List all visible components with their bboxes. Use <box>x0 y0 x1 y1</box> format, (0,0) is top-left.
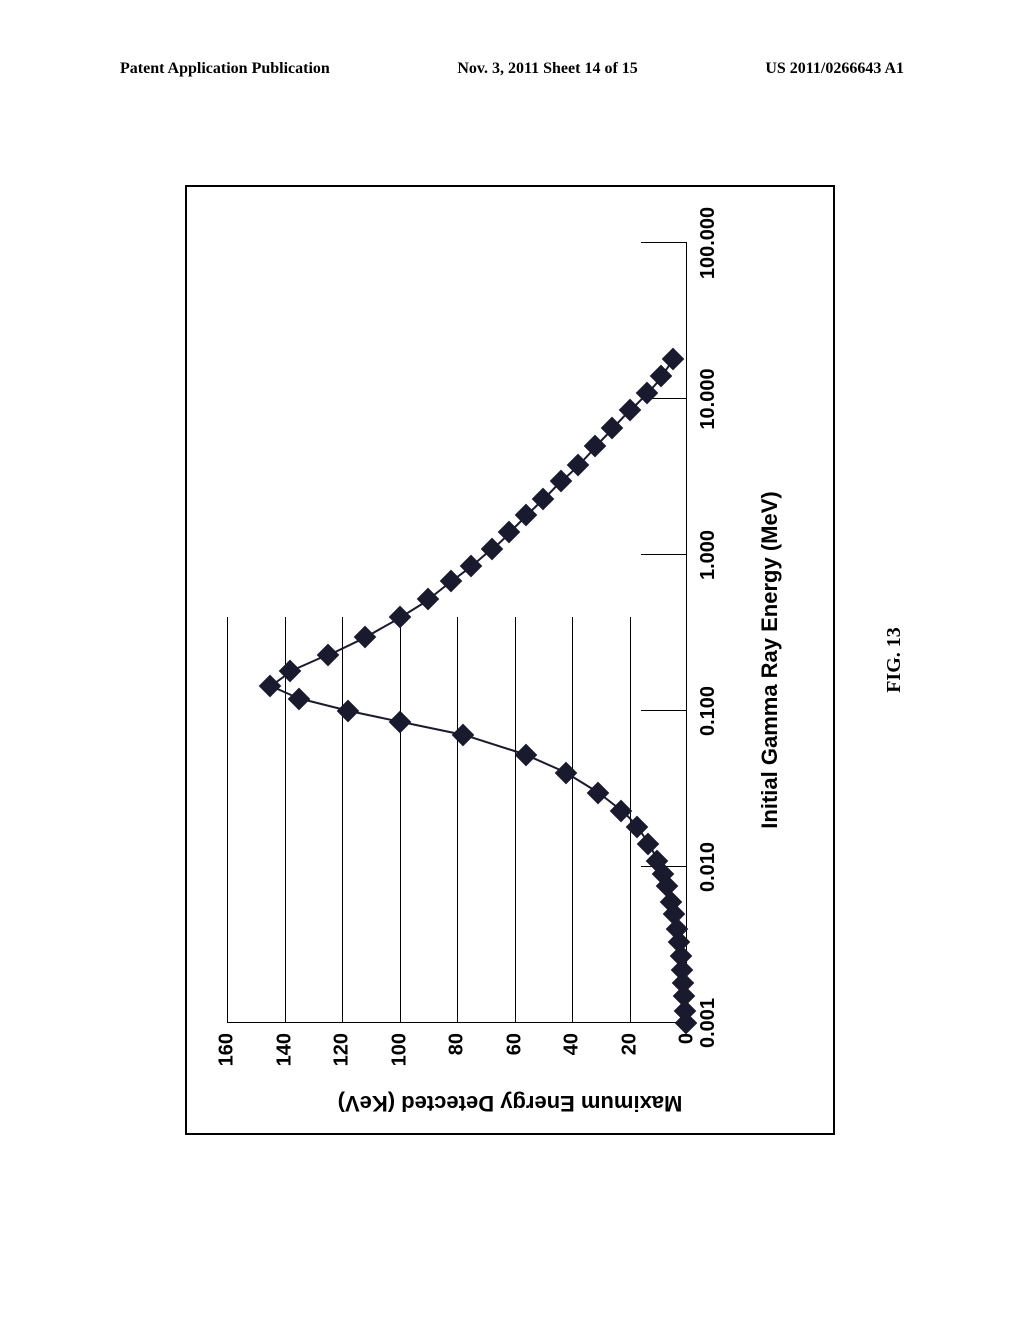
header-right: US 2011/0266643 A1 <box>765 60 904 78</box>
gridline-horizontal <box>227 617 228 1023</box>
gridline-horizontal <box>572 617 573 1023</box>
y-tick-label: 60 <box>503 1033 526 1055</box>
y-tick-label: 20 <box>618 1033 641 1055</box>
gridline-horizontal <box>686 243 687 1023</box>
data-marker <box>388 711 411 734</box>
y-tick-label: 120 <box>331 1033 354 1066</box>
gridline-vertical <box>641 242 687 243</box>
header-center: Nov. 3, 2011 Sheet 14 of 15 <box>457 60 637 78</box>
y-tick-label: 0 <box>676 1033 699 1044</box>
gridline-horizontal <box>515 617 516 1023</box>
data-marker <box>279 660 302 683</box>
x-tick-label: 0.001 <box>697 998 720 1048</box>
data-marker <box>388 606 411 629</box>
data-marker <box>661 348 684 371</box>
figure-caption: FIG. 13 <box>884 627 907 693</box>
x-tick-label: 100.000 <box>697 207 720 279</box>
gridline-horizontal <box>342 617 343 1023</box>
y-tick-label: 100 <box>388 1033 411 1066</box>
page-container: Maximum Energy Detected (KeV) Initial Ga… <box>100 120 920 1200</box>
plot-area: 0204060801001201401600.0010.0100.1001.00… <box>227 243 687 1023</box>
gridline-horizontal <box>457 617 458 1023</box>
data-marker <box>288 687 311 710</box>
gridline-horizontal <box>400 617 401 1023</box>
x-tick-label: 10.000 <box>697 368 720 429</box>
gridline-vertical <box>641 710 687 711</box>
y-axis-label: Maximum Energy Detected (KeV) <box>338 1090 683 1116</box>
x-axis-label: Initial Gamma Ray Energy (MeV) <box>757 491 783 828</box>
data-marker <box>336 700 359 723</box>
gridline-vertical <box>227 1022 687 1023</box>
y-tick-label: 160 <box>216 1033 239 1066</box>
data-marker <box>354 625 377 648</box>
data-marker <box>316 643 339 666</box>
data-marker <box>515 744 538 767</box>
gridline-vertical <box>641 554 687 555</box>
y-tick-label: 80 <box>446 1033 469 1055</box>
data-marker <box>259 675 282 698</box>
y-tick-label: 140 <box>273 1033 296 1066</box>
y-tick-label: 40 <box>561 1033 584 1055</box>
x-tick-label: 1.000 <box>697 530 720 580</box>
data-marker <box>587 781 610 804</box>
x-tick-label: 0.010 <box>697 842 720 892</box>
data-marker <box>555 762 578 785</box>
page-header: Patent Application Publication Nov. 3, 2… <box>0 60 1024 78</box>
x-tick-label: 0.100 <box>697 686 720 736</box>
chart-frame: Maximum Energy Detected (KeV) Initial Ga… <box>185 185 835 1135</box>
data-marker <box>451 724 474 747</box>
header-left: Patent Application Publication <box>120 60 330 78</box>
